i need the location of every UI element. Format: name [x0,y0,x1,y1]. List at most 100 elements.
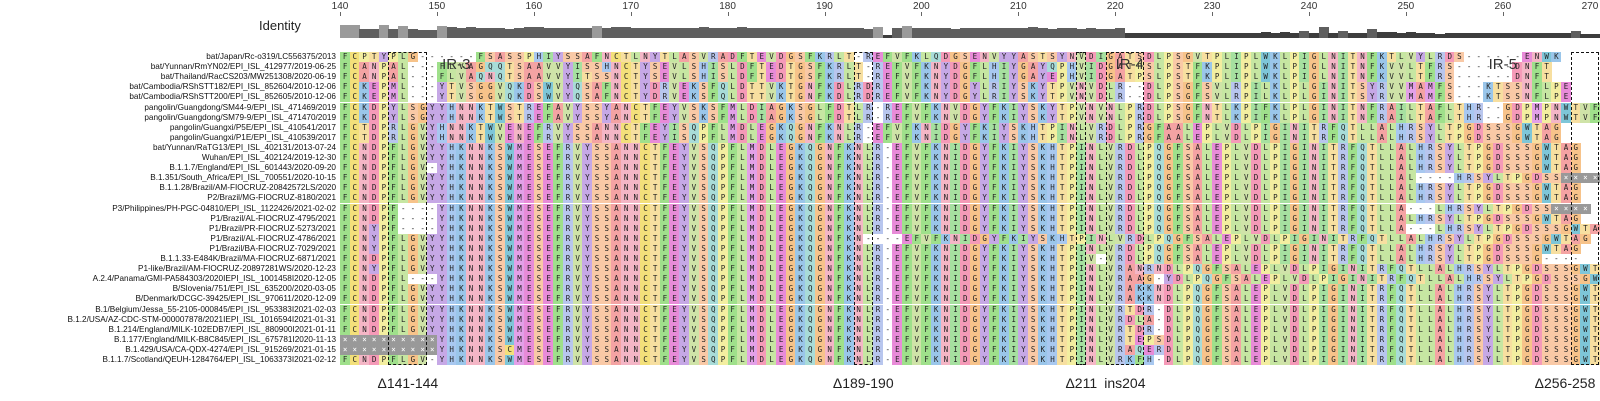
residue-cell: M [746,163,758,174]
residue-cell: G [969,243,981,254]
residue-cell: I [1008,213,1019,224]
residue-cell: E [543,314,554,325]
residue-cell: P [717,193,729,204]
residue-cell: K [931,213,942,224]
residue-cell: H [1454,324,1465,335]
residue-cell: S [1541,355,1552,365]
residue-cell: T [1551,142,1562,153]
residue-cell: S [465,82,477,93]
residue-cell: F [1212,334,1223,345]
residue-cell: D [776,52,787,62]
residue-cell: M [1405,92,1417,103]
residue-cell: F [553,223,564,234]
residue-cell: A [1396,153,1407,163]
residue-cell: F [902,294,913,305]
residue-cell: S [1512,142,1523,153]
residue-cell: A [591,122,603,133]
residue-cell: N [853,314,864,325]
residue-cell: R [872,294,884,305]
residue-cell: V [911,355,922,365]
residue-cell: C [640,304,651,315]
residue-cell: L [1095,243,1106,254]
residue-cell: K [931,193,942,204]
residue-cell: V [1192,52,1203,62]
residue-cell: E [369,82,380,93]
residue-cell: K [931,284,942,295]
residue-cell: D [776,62,787,73]
residue-cell: C [349,254,360,264]
residue-cell: P [1221,193,1232,204]
residue-cell: G [407,163,419,174]
residue-cell: G [969,355,981,365]
residue-cell: M [514,254,525,264]
residue-cell: D [1289,324,1300,335]
residue-cell: T [650,254,661,264]
residue-cell: N [853,355,864,365]
residue-cell: K [1376,52,1388,62]
residue-cell: P [1183,304,1194,315]
residue-cell: T [1367,355,1378,365]
residue-cell: S [1434,183,1446,194]
residue-cell: F [727,264,738,275]
residue-cell: I [1008,334,1019,345]
residue-cell: × [340,334,351,345]
residue-cell: L [863,243,874,254]
residue-cell: L [1202,243,1213,254]
residue-cell: Y [1047,102,1058,113]
residue-cell: L [979,72,990,83]
residue-cell: A [591,82,603,93]
residue-cell: N [931,92,942,103]
residue-cell: S [495,153,506,163]
residue-cell: - [407,203,419,214]
residue-cell: L [1357,132,1368,143]
residue-cell: T [1328,203,1339,214]
residue-cell: G [785,304,796,315]
residue-cell: A [533,62,544,73]
residue-cell: L [1299,102,1310,113]
residue-cell: F [1347,183,1358,194]
residue-cell: T [630,62,641,73]
residue-cell: K [931,304,942,315]
residue-cell: K [1270,102,1281,113]
identity-bar [1473,33,1484,38]
residue-cell: P [378,355,389,365]
residue-cell: K [485,183,496,194]
identity-bar [1405,32,1416,38]
region-label: IR-4 [1115,56,1144,73]
residue-cell: L [766,233,777,244]
residue-cell: A [1192,183,1203,194]
residue-cell: E [543,193,554,204]
residue-cell: H [1425,233,1436,244]
residue-cell: V [1105,254,1116,264]
residue-cell: S [1027,284,1039,295]
residue-cell: H [1415,163,1426,174]
residue-cell: Q [708,223,719,234]
residue-cell: E [776,203,787,214]
residue-cell: K [1270,62,1281,73]
residue-cell: E [543,254,554,264]
residue-cell: S [795,102,806,113]
residue-cell: F [989,254,1000,264]
residue-cell: D [1444,52,1455,62]
residue-cell: E [669,254,680,264]
residue-cell: C [349,213,360,224]
residue-cell: S [601,314,612,325]
residue-cell: S [533,193,544,204]
residue-cell: N [853,274,864,285]
residue-cell: K [998,223,1010,234]
residue-cell: R [872,213,884,224]
residue-cell: P [1270,203,1281,214]
residue-cell: P [378,233,389,244]
residue-cell: Q [805,355,816,365]
residue-cell: G [1328,324,1339,335]
residue-cell: L [398,153,409,163]
residue-cell: D [1231,122,1242,133]
residue-cell: N [475,334,486,345]
residue-cell: K [1231,102,1242,113]
residue-cell: D [1144,102,1155,113]
residue-cell: W [504,314,515,325]
residue-cell: P [717,294,729,305]
residue-cell: Y [979,223,990,234]
residue-cell: E [669,334,680,345]
residue-cell: N [1086,203,1097,214]
